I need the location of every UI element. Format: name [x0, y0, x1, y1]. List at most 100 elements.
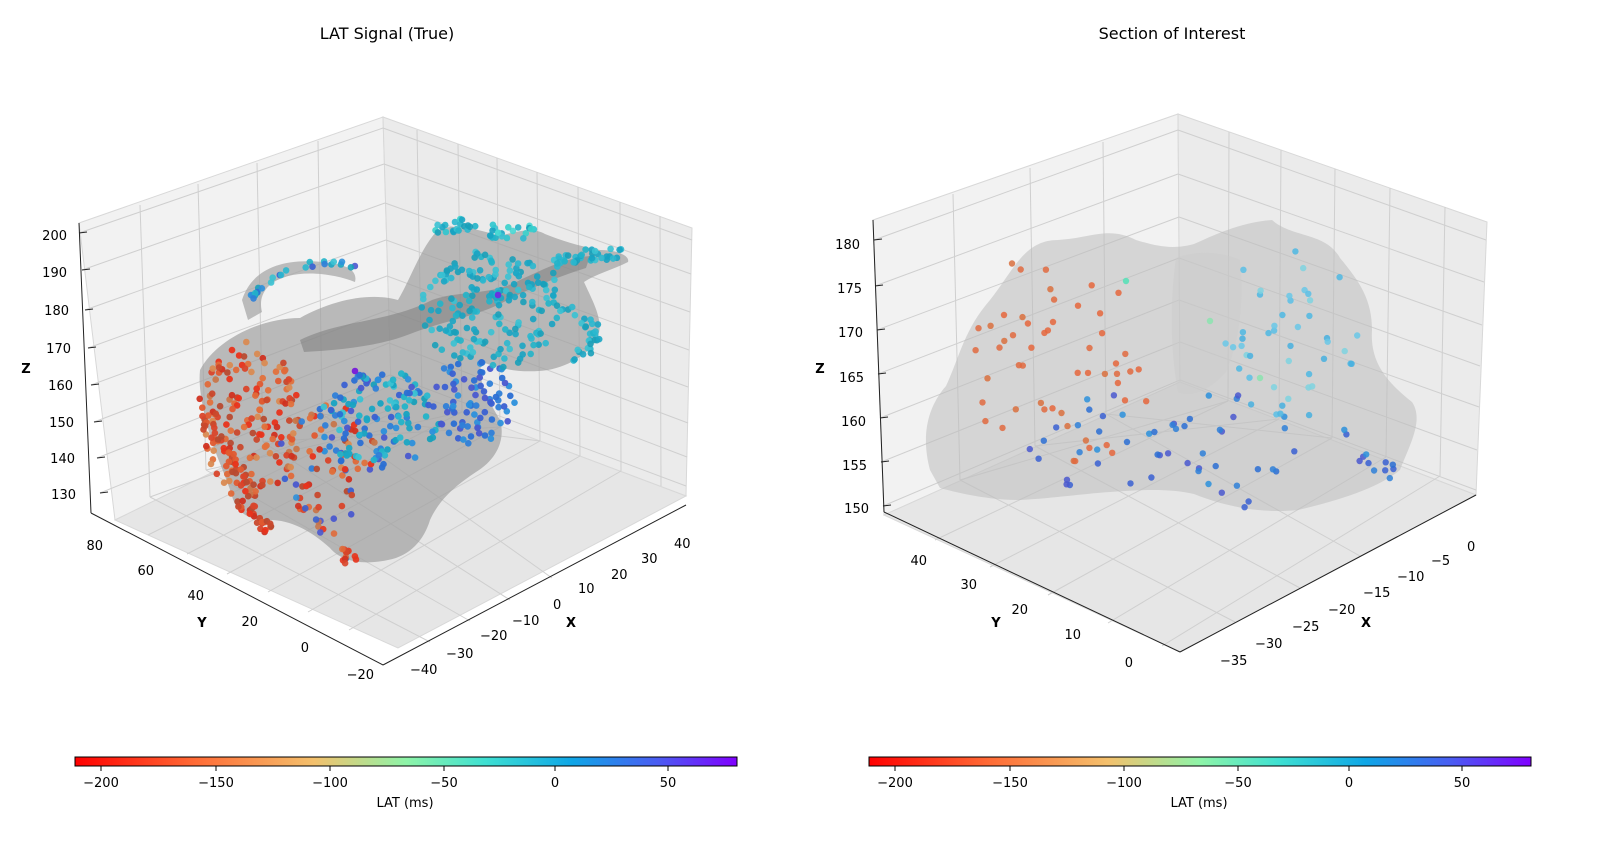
axis-lines: [78, 222, 687, 666]
data-point: [480, 388, 488, 395]
data-point: [330, 530, 338, 537]
data-point: [256, 406, 263, 414]
data-point: [1047, 286, 1054, 293]
data-point: [550, 269, 557, 277]
data-point: [1341, 426, 1348, 433]
data-point: [533, 273, 541, 280]
data-point: [509, 227, 517, 235]
data-point: [554, 260, 561, 267]
axis-lines: [872, 219, 1477, 653]
data-point: [466, 223, 474, 231]
data-point: [578, 251, 585, 259]
data-point: [249, 429, 257, 437]
data-point: [287, 463, 295, 471]
data-point: [398, 370, 405, 377]
data-point: [519, 291, 527, 299]
data-point: [506, 267, 514, 274]
data-point: [1240, 266, 1247, 273]
data-point: [1074, 302, 1082, 309]
data-point: [436, 300, 444, 308]
colorbar-label: LAT (ms): [376, 796, 433, 811]
data-point: [426, 316, 433, 324]
data-point: [312, 516, 320, 523]
data-point: [352, 556, 360, 563]
x-ticks: −40 −30 −20 −10 0 10 20 30 40: [410, 537, 691, 678]
data-point: [204, 381, 212, 388]
data-point: [996, 344, 1003, 351]
data-point: [278, 440, 285, 447]
data-point: [302, 264, 310, 271]
data-point: [1324, 338, 1331, 345]
tick-label: 190: [42, 266, 67, 281]
data-point: [1008, 260, 1016, 267]
data-point: [201, 422, 209, 430]
data-point: [432, 277, 439, 285]
data-point: [282, 267, 290, 274]
data-point: [233, 402, 241, 409]
data-point: [1103, 441, 1110, 449]
data-point: [251, 289, 259, 297]
data-point: [290, 430, 297, 437]
data-point: [449, 402, 457, 410]
data-point: [356, 431, 363, 439]
data-point: [1306, 312, 1313, 320]
data-point: [263, 396, 271, 404]
data-point: [243, 385, 250, 393]
data-point: [542, 339, 549, 347]
data-point: [478, 359, 485, 366]
data-point: [440, 365, 448, 372]
data-point: [1009, 332, 1017, 339]
data-point: [1382, 467, 1389, 474]
data-point: [520, 235, 527, 242]
data-point: [987, 322, 994, 329]
data-point: [466, 307, 473, 315]
data-point: [1354, 332, 1361, 339]
data-point: [425, 401, 432, 409]
data-point: [506, 345, 513, 353]
data-point: [979, 399, 986, 406]
data-point: [202, 431, 210, 438]
data-point: [337, 451, 344, 458]
axis-label-z: Z: [815, 362, 824, 377]
data-point: [571, 356, 578, 363]
data-point: [444, 408, 451, 416]
data-point: [530, 341, 537, 349]
data-point: [527, 350, 534, 358]
colorbar-tick: −50: [1224, 776, 1251, 791]
data-point: [579, 351, 587, 358]
data-point: [982, 417, 989, 425]
data-point: [205, 412, 212, 419]
data-point: [1084, 396, 1091, 403]
data-point: [1257, 287, 1264, 294]
data-point: [1199, 450, 1207, 457]
data-point: [497, 419, 504, 427]
tick-label: 160: [841, 415, 866, 430]
data-point: [505, 224, 512, 231]
data-point: [368, 405, 376, 413]
data-point: [504, 418, 512, 425]
data-point: [489, 361, 497, 369]
data-point: [515, 272, 523, 280]
data-point: [440, 278, 448, 285]
data-point: [476, 374, 484, 381]
data-point: [510, 280, 518, 288]
data-point: [1286, 292, 1293, 300]
data-point: [403, 389, 411, 397]
data-point: [592, 328, 599, 335]
data-point: [405, 397, 413, 404]
data-point: [207, 460, 215, 468]
data-point: [275, 377, 282, 385]
data-point: [1063, 476, 1071, 483]
data-point: [398, 418, 405, 426]
data-point: [287, 472, 295, 480]
data-point: [226, 477, 233, 485]
data-point: [468, 384, 475, 392]
data-point: [1026, 445, 1034, 453]
tick-label: 20: [611, 568, 628, 583]
data-point: [327, 406, 335, 414]
data-point: [252, 392, 259, 399]
data-point: [1148, 474, 1155, 481]
data-point: [282, 400, 289, 407]
data-point: [495, 403, 502, 411]
